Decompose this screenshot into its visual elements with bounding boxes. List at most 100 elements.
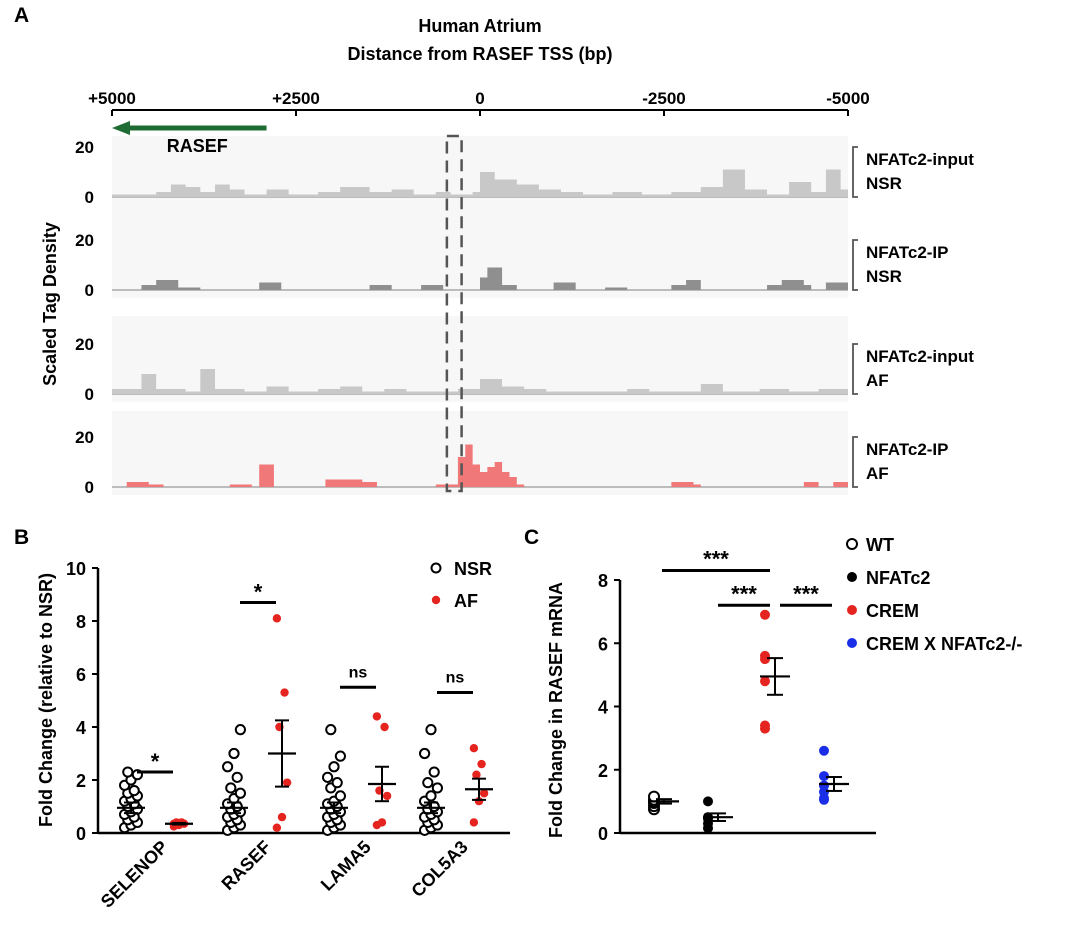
y-tick-label: 4: [598, 698, 608, 718]
y-tick-label: 10: [66, 559, 86, 579]
legend-marker: [847, 605, 857, 615]
y-axis-label-c: Fold Change in RASEF mRNA: [546, 582, 566, 838]
legend-label: CREM X NFATc2-/-: [866, 634, 1022, 654]
y-tick-label: 8: [598, 571, 608, 591]
x-tick-label: +5000: [88, 89, 136, 108]
y-tick-label: 20: [75, 335, 94, 354]
gene-annotation: RASEF: [112, 121, 267, 156]
data-point-nsr: [322, 771, 334, 783]
data-point-2: [760, 676, 770, 687]
gene-label: RASEF: [167, 136, 228, 156]
y-tick-label: 0: [598, 824, 608, 844]
y-tick-label: 20: [75, 231, 94, 250]
data-point-2: [760, 609, 770, 620]
data-point-af: [380, 722, 389, 732]
track-condition: NSR: [866, 174, 902, 193]
data-point-af: [472, 770, 481, 779]
panel-label-b: B: [14, 526, 29, 549]
data-point-nsr: [425, 790, 437, 802]
data-point-nsr: [331, 777, 343, 789]
y-tick-label: 0: [85, 281, 94, 300]
y-tick-label: 0: [76, 824, 86, 844]
data-points-b: * * ns ns: [117, 579, 493, 836]
track-bracket: [852, 436, 858, 488]
track-name: NFATc2-IP: [866, 243, 949, 262]
comparison-label: ***: [731, 581, 757, 606]
track-signal-area: [112, 369, 848, 394]
y-tick-label: 6: [598, 634, 608, 654]
panel-label-a: A: [14, 4, 29, 27]
y-tick-label: 2: [598, 761, 608, 781]
x-tick-label: -2500: [642, 89, 685, 108]
y-axis-label-b: Fold Change (relative to NSR): [36, 573, 56, 827]
legend-c: WT NFATc2 CREM CREM X NFATc2-/-: [846, 535, 1022, 654]
data-point-af: [272, 614, 282, 623]
data-point-nsr: [425, 724, 437, 736]
comparison-label: ***: [793, 581, 819, 606]
track-bracket: [852, 146, 858, 198]
panel-label-c: C: [524, 526, 539, 549]
data-point-af: [477, 759, 486, 769]
x-ticks: +5000 +2500 0 -2500 -5000: [88, 89, 870, 116]
legend-label: AF: [454, 591, 478, 611]
data-point-af: [469, 818, 479, 827]
data-point-nsr: [334, 750, 346, 762]
data-point-nsr: [228, 747, 240, 760]
data-point-nsr: [128, 785, 140, 797]
significance-label: *: [151, 749, 160, 774]
legend-marker: [847, 572, 857, 582]
axes-c: 0 2 4 6 8: [598, 571, 876, 844]
tss-highlight-box: [445, 134, 463, 493]
legend-b: NSR AF: [430, 559, 492, 611]
x-tick-label: SELENOP: [97, 837, 172, 912]
data-point-af: [382, 791, 392, 801]
data-point-2: [760, 650, 770, 661]
legend-marker: [847, 638, 857, 648]
data-point-3: [819, 780, 829, 791]
track-signal-area: [112, 267, 848, 290]
gene-arrow-head: [112, 121, 130, 135]
track-signal-area: [112, 169, 848, 197]
y-tick-label: 6: [76, 665, 86, 685]
legend-marker-nsr: [430, 562, 442, 574]
track-condition: NSR: [866, 267, 902, 286]
legend-marker: [846, 538, 858, 550]
legend-label: NSR: [454, 559, 492, 579]
y-tick-label: 4: [76, 718, 86, 738]
data-point-af: [282, 778, 292, 787]
x-tick-label: RASEF: [218, 837, 275, 894]
legend-marker-af: [431, 595, 441, 605]
x-tick-label: 0: [475, 89, 484, 108]
data-point-af: [469, 744, 479, 753]
y-tick-label: 0: [85, 188, 94, 207]
data-point-nsr: [422, 777, 434, 789]
x-tick-label: LAMA5: [317, 837, 375, 895]
data-point-nsr: [222, 761, 234, 773]
legend-label: CREM: [866, 601, 919, 621]
panel-b: B Fold Change (relative to NSR) 0 2 4 6 8 10 S…: [14, 526, 510, 912]
data-points-c: ****** ***: [648, 547, 849, 834]
track-name: NFATc2-input: [866, 150, 974, 169]
y-tick-label: 0: [85, 478, 94, 497]
legend-label: WT: [866, 535, 894, 555]
axes-b: 0 2 4 6 8 10 SELENOP RASEF LAMA5 COL5A3: [66, 559, 510, 912]
track-name: NFATc2-IP: [866, 440, 949, 459]
data-point-1: [703, 796, 713, 807]
data-point-af: [479, 789, 489, 798]
y-tick-label: 2: [76, 771, 86, 791]
track-bracket: [852, 343, 858, 395]
data-point-nsr: [328, 761, 340, 773]
data-point-nsr: [334, 790, 346, 802]
data-point-nsr: [234, 724, 246, 736]
significance-label: ns: [349, 664, 368, 681]
track-signal-area: [112, 444, 848, 487]
track-condition: AF: [866, 464, 889, 483]
comparison-label: ***: [703, 547, 729, 572]
data-point-nsr: [122, 766, 134, 778]
x-tick-label: COL5A3: [407, 837, 471, 901]
track-name: NFATc2-input: [866, 347, 974, 366]
y-tick-label: 0: [85, 385, 94, 404]
y-tick-label: 20: [75, 428, 94, 447]
y-tick-label: 8: [76, 612, 86, 632]
